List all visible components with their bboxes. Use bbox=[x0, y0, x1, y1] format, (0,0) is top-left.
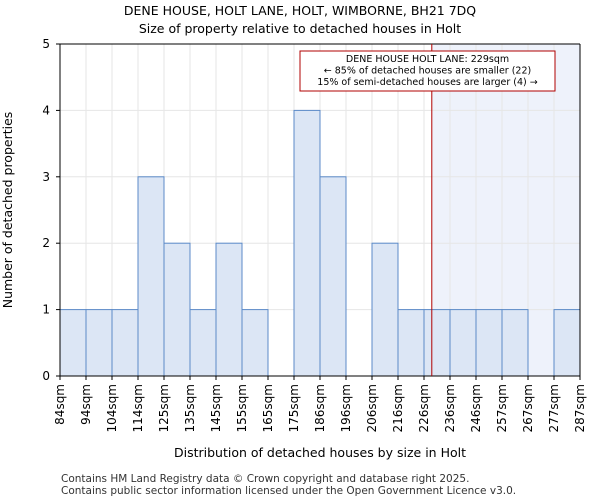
x-tick-label: 135sqm bbox=[183, 384, 197, 432]
x-tick-label: 125sqm bbox=[157, 384, 171, 432]
bar bbox=[319, 176, 347, 377]
x-tick-label: 84sqm bbox=[53, 384, 67, 425]
bar bbox=[241, 309, 269, 377]
bar bbox=[137, 176, 165, 377]
y-tick-label: 2 bbox=[42, 236, 50, 250]
x-tick-label: 287sqm bbox=[573, 384, 587, 432]
bar bbox=[553, 309, 581, 377]
x-tick-label: 226sqm bbox=[417, 384, 431, 432]
bar bbox=[85, 309, 113, 377]
x-tick-label: 267sqm bbox=[521, 384, 535, 432]
bar bbox=[163, 242, 191, 377]
bar bbox=[449, 309, 477, 377]
annotation-box bbox=[299, 50, 556, 92]
y-tick-label: 4 bbox=[42, 103, 50, 117]
x-tick-label: 236sqm bbox=[443, 384, 457, 432]
y-tick-label: 1 bbox=[42, 303, 50, 317]
bar bbox=[293, 109, 321, 377]
y-axis-title: Number of detached properties bbox=[0, 112, 15, 309]
footer-line-1: Contains HM Land Registry data © Crown c… bbox=[61, 473, 470, 485]
bar bbox=[371, 242, 399, 377]
x-tick-label: 145sqm bbox=[209, 384, 223, 432]
bar bbox=[501, 309, 529, 377]
x-axis-title: Distribution of detached houses by size … bbox=[174, 445, 466, 460]
bar bbox=[189, 309, 217, 377]
bar bbox=[475, 309, 503, 377]
footer-line-2: Contains public sector information licen… bbox=[61, 485, 517, 497]
annotation-line-3: 15% of semi-detached houses are larger (… bbox=[317, 77, 537, 88]
bar bbox=[423, 309, 451, 377]
annotation-line-2: ← 85% of detached houses are smaller (22… bbox=[324, 66, 531, 77]
y-tick-label: 5 bbox=[42, 37, 50, 51]
annotation-line-1: DENE HOUSE HOLT LANE: 229sqm bbox=[346, 54, 509, 65]
y-tick-label: 3 bbox=[42, 170, 50, 184]
bar bbox=[215, 242, 243, 377]
x-tick-label: 246sqm bbox=[469, 384, 483, 432]
x-tick-label: 196sqm bbox=[339, 384, 353, 432]
x-tick-label: 257sqm bbox=[495, 384, 509, 432]
chart-title: DENE HOUSE, HOLT LANE, HOLT, WIMBORNE, B… bbox=[123, 3, 477, 18]
bar bbox=[111, 309, 139, 377]
x-tick-label: 216sqm bbox=[391, 384, 405, 432]
x-tick-label: 277sqm bbox=[547, 384, 561, 432]
x-tick-label: 94sqm bbox=[79, 384, 93, 425]
x-tick-label: 104sqm bbox=[105, 384, 119, 432]
x-tick-label: 186sqm bbox=[313, 384, 327, 432]
bar bbox=[59, 309, 87, 377]
x-tick-label: 165sqm bbox=[261, 384, 275, 432]
x-tick-label: 206sqm bbox=[365, 384, 379, 432]
chart-subtitle: Size of property relative to detached ho… bbox=[138, 21, 462, 36]
bar bbox=[397, 309, 425, 377]
x-tick-label: 114sqm bbox=[131, 384, 145, 432]
x-tick-label: 155sqm bbox=[235, 384, 249, 432]
y-tick-label: 0 bbox=[42, 369, 50, 383]
x-tick-label: 175sqm bbox=[287, 384, 301, 432]
